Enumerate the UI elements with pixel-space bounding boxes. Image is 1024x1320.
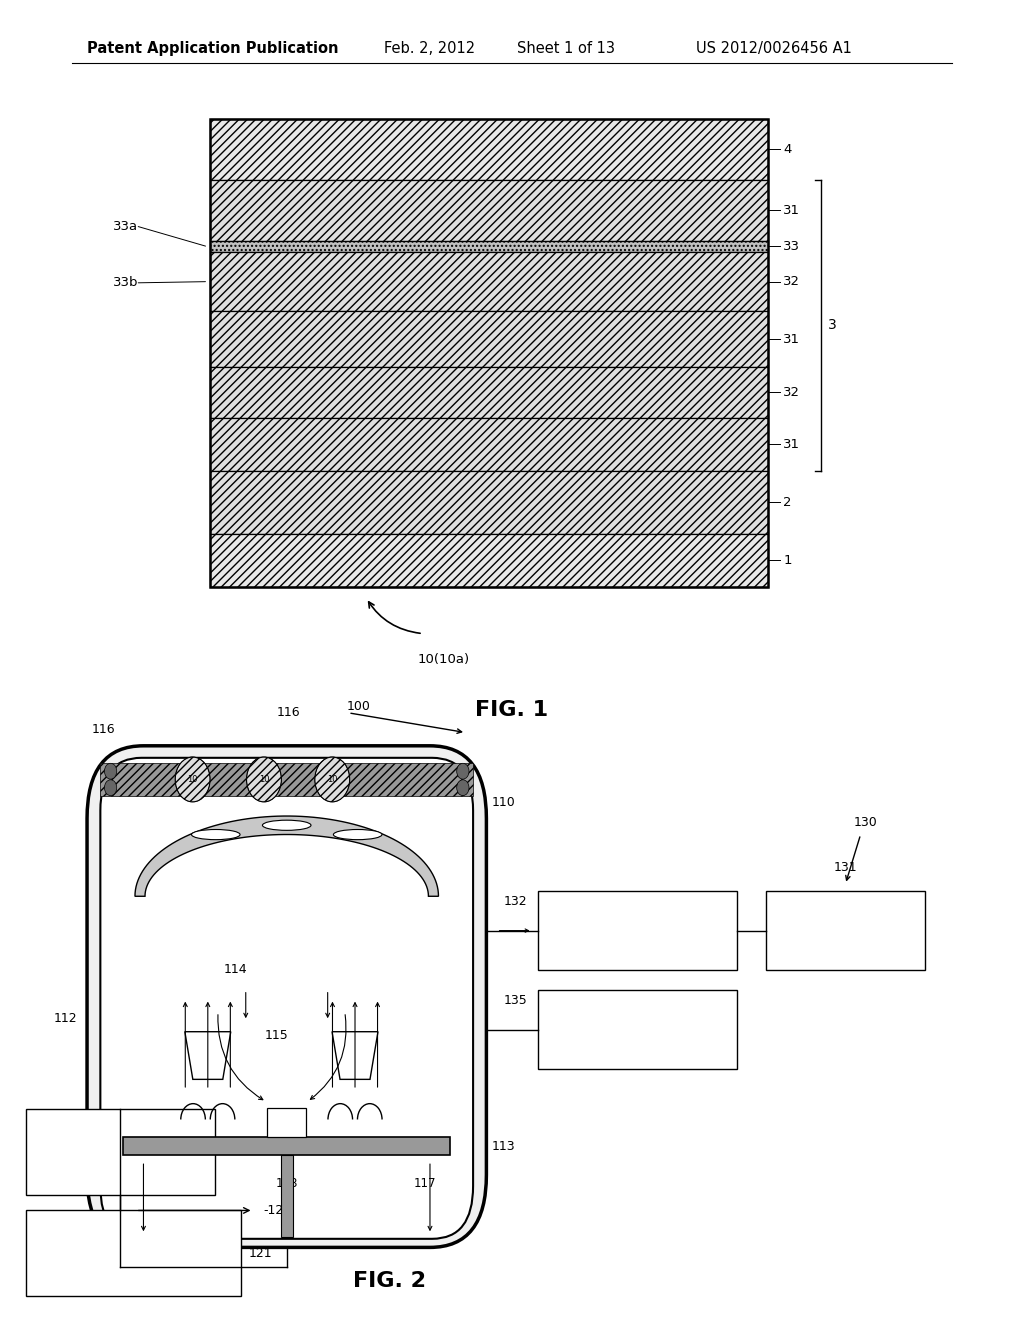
Text: 33a: 33a [113,220,138,234]
Circle shape [247,758,282,803]
Bar [267,1109,306,1138]
Text: 117: 117 [137,1177,160,1191]
Text: Sheet 1 of 13: Sheet 1 of 13 [517,41,615,55]
Text: GAS: GAS [834,912,857,925]
Bar [766,891,925,970]
Text: 113: 113 [492,1139,515,1152]
Polygon shape [135,816,438,896]
Text: 116: 116 [276,706,300,719]
Text: TURBO MOLECULAR: TURBO MOLECULAR [75,1232,191,1245]
Bar [281,1155,293,1237]
Text: 3: 3 [828,318,838,333]
Text: 115: 115 [264,1030,289,1043]
Text: 116: 116 [92,723,116,737]
Text: 118: 118 [275,1177,298,1191]
Bar [26,1210,241,1296]
Text: 2: 2 [783,496,792,508]
Text: PRESSURE: PRESSURE [90,1130,151,1143]
Text: 122: 122 [223,1146,247,1158]
Text: 10: 10 [327,775,338,784]
Circle shape [104,763,117,779]
Text: FLOW volume: FLOW volume [597,912,678,925]
Text: 31: 31 [783,438,801,451]
Bar [210,533,768,587]
Bar [210,119,768,180]
FancyBboxPatch shape [87,746,486,1247]
Ellipse shape [334,829,382,840]
Text: CONTROLLER: CONTROLLER [598,941,677,954]
Text: -120: -120 [264,1204,292,1217]
Text: FIG. 1: FIG. 1 [475,700,549,719]
Text: 132: 132 [504,895,527,908]
Bar [210,240,768,252]
Text: METER: METER [617,1040,657,1053]
Circle shape [314,758,349,803]
Bar [210,417,768,471]
Text: 32: 32 [783,385,801,399]
Bar [210,252,768,312]
Bar [100,763,473,796]
Text: CONTAINER: CONTAINER [811,941,880,954]
Text: 10: 10 [259,775,269,784]
Bar [123,1138,451,1155]
Bar [26,1109,215,1195]
Circle shape [175,758,210,803]
Text: 10(10a): 10(10a) [418,653,469,667]
Text: 31: 31 [783,203,801,216]
Text: 1: 1 [783,554,792,568]
Text: 131: 131 [834,861,857,874]
Bar [538,990,737,1069]
Text: 100: 100 [346,700,371,713]
Circle shape [457,780,469,796]
Text: 130: 130 [854,816,878,829]
Polygon shape [332,1032,378,1080]
Text: 114: 114 [223,964,248,977]
Text: CONTROL VALVE: CONTROL VALVE [72,1163,169,1175]
Text: 110: 110 [492,796,515,809]
Bar [210,471,768,533]
Text: 121: 121 [249,1247,272,1259]
Text: 33b: 33b [113,276,138,289]
Text: 135: 135 [504,994,527,1007]
Text: PRESSURE: PRESSURE [607,1011,668,1024]
Text: US 2012/0026456 A1: US 2012/0026456 A1 [696,41,852,55]
Polygon shape [185,1032,230,1080]
Text: 117: 117 [414,1177,436,1191]
Text: 112: 112 [53,1012,77,1026]
Bar [210,119,768,587]
FancyBboxPatch shape [100,758,473,1238]
Text: 32: 32 [783,275,801,288]
Text: 10: 10 [187,775,198,784]
Text: 4: 4 [783,143,792,156]
Ellipse shape [262,820,311,830]
Bar [538,891,737,970]
Text: PUMP (CRYOPUMP): PUMP (CRYOPUMP) [78,1265,188,1276]
Bar [210,180,768,240]
Bar [210,312,768,367]
Bar [210,367,768,417]
Text: 33: 33 [783,240,801,253]
Text: FIG. 2: FIG. 2 [352,1271,426,1291]
Text: 31: 31 [783,333,801,346]
Text: Feb. 2, 2012: Feb. 2, 2012 [384,41,475,55]
Circle shape [104,780,117,796]
Circle shape [457,763,469,779]
Ellipse shape [191,829,240,840]
Text: Patent Application Publication: Patent Application Publication [87,41,339,55]
